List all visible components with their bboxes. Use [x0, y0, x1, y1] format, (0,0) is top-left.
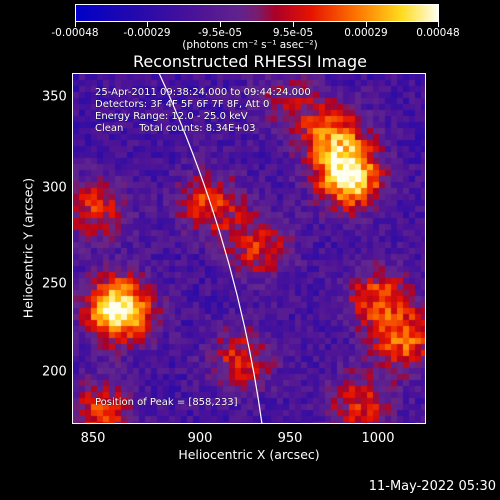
y-tick-label: 350 [42, 89, 67, 105]
colorbar-tick-label: 9.5e-05 [272, 27, 314, 39]
colorbar-tick [438, 22, 439, 27]
x-tick-label: 900 [187, 431, 213, 446]
limb-overlay [158, 73, 263, 424]
colorbar-tick-label: 0.00048 [416, 27, 460, 39]
colorbar-tick-label: -9.5e-05 [197, 27, 243, 39]
colorbar [75, 4, 439, 22]
y-tick-label: 250 [42, 276, 67, 292]
solar-limb-line [158, 73, 263, 424]
colorbar-tick-label: -0.00048 [51, 27, 99, 39]
annotation-counts: Clean Total counts: 8.34E+03 [95, 123, 256, 134]
colorbar-tick [220, 22, 221, 27]
x-tick-label: 850 [80, 431, 106, 446]
x-axis-label: Heliocentric X (arcsec) [178, 447, 320, 462]
y-axis-label: Heliocentric Y (arcsec) [20, 177, 36, 319]
x-tick-label: 1000 [361, 431, 395, 446]
colorbar-tick-label: 0.00029 [344, 27, 388, 39]
x-tick-label: 950 [277, 431, 303, 446]
y-tick-label: 300 [42, 180, 67, 196]
colorbar-tick [366, 22, 367, 27]
footer-date: 11-May-2022 05:30 [368, 479, 496, 494]
colorbar-tick [75, 22, 76, 27]
colorbar-units-label: (photons cm⁻² s⁻¹ asec⁻²) [182, 39, 318, 51]
annotation-detectors: Detectors: 3F 4F 5F 6F 7F 8F, Att 0 [95, 99, 270, 110]
colorbar-tick-label: -0.00029 [123, 27, 171, 39]
annotation-peak: Position of Peak = [858,233] [95, 397, 238, 408]
chart-title: Reconstructed RHESSI Image [133, 52, 367, 71]
colorbar-tick [147, 22, 148, 27]
plot-area [72, 73, 426, 424]
colorbar-tick [293, 22, 294, 27]
y-tick-label: 200 [42, 364, 67, 380]
annotation-time: 25-Apr-2011 09:38:24.000 to 09:44:24.000 [95, 87, 311, 98]
heatmap-canvas [73, 74, 425, 423]
annotation-energy: Energy Range: 12.0 - 25.0 keV [95, 111, 248, 122]
